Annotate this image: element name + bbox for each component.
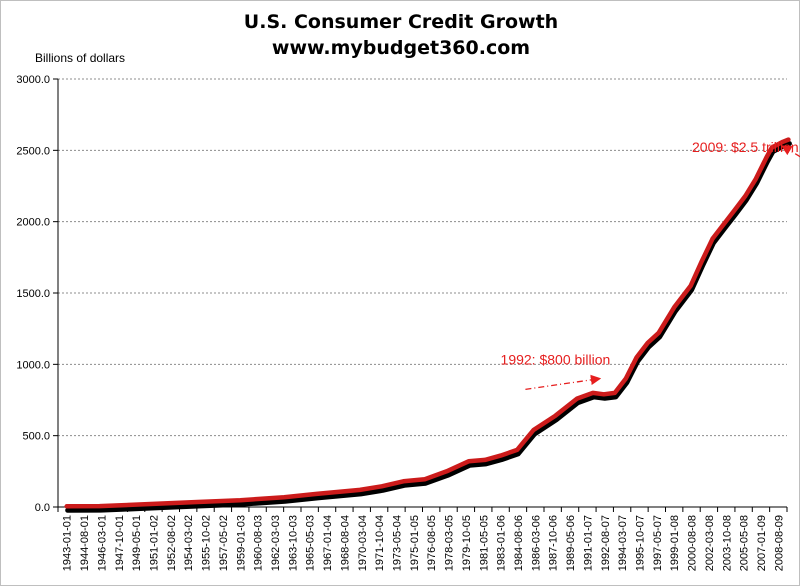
chart-subtitle: www.mybudget360.com xyxy=(271,37,531,59)
x-tick-label: 1984-08-06 xyxy=(513,515,525,571)
x-tick-label: 1992-08-07 xyxy=(600,515,612,571)
y-tick-label: 3000.0 xyxy=(16,74,50,86)
x-tick-label: 1968-08-04 xyxy=(339,515,351,571)
x-tick-label: 1979-10-05 xyxy=(461,515,473,571)
y-tick-label: 2000.0 xyxy=(16,217,50,229)
x-tick-label: 1994-03-07 xyxy=(617,515,629,571)
x-tick-label: 2003-10-08 xyxy=(721,515,733,571)
x-tick-label: 1947-10-01 xyxy=(114,515,126,571)
y-tick-label: 0.0 xyxy=(35,502,50,514)
x-tick-label: 1965-05-03 xyxy=(305,515,317,571)
x-tick-label: 1957-05-02 xyxy=(218,515,230,571)
x-tick-label: 1995-10-07 xyxy=(634,515,646,571)
x-tick-label: 1987-10-06 xyxy=(548,515,560,571)
y-tick-label: 2500.0 xyxy=(16,145,50,157)
x-tick-label: 1954-03-02 xyxy=(183,515,195,571)
x-tick-label: 1986-03-06 xyxy=(530,515,542,571)
x-tick-label: 1981-05-05 xyxy=(478,515,490,571)
annotation-label: 2009: $2.5 trillion xyxy=(692,139,799,155)
annotation-label: 1992: $800 billion xyxy=(501,351,611,367)
y-tick-label: 1500.0 xyxy=(16,288,50,300)
x-tick-label: 1952-08-02 xyxy=(166,515,178,571)
x-tick-label: 1973-05-04 xyxy=(391,515,403,571)
x-tick-label: 1967-01-04 xyxy=(322,515,334,571)
x-tick-label: 1970-03-04 xyxy=(357,515,369,571)
x-tick-label: 1963-10-03 xyxy=(287,515,299,571)
y-axis-label: Billions of dollars xyxy=(35,51,126,65)
x-tick-label: 1955-10-02 xyxy=(201,515,213,571)
x-tick-label: 1978-03-05 xyxy=(444,515,456,571)
x-tick-label: 1946-03-01 xyxy=(96,515,108,571)
x-tick-label: 1991-01-07 xyxy=(582,515,594,571)
x-tick-label: 2008-08-09 xyxy=(773,515,785,571)
x-tick-label: 1976-08-05 xyxy=(426,515,438,571)
x-tick-label: 1999-01-08 xyxy=(669,515,681,571)
x-tick-label: 1983-01-06 xyxy=(496,515,508,571)
x-tick-label: 1962-03-03 xyxy=(270,515,282,571)
y-tick-label: 1000.0 xyxy=(16,359,50,371)
x-tick-label: 2000-08-08 xyxy=(687,515,699,571)
x-tick-label: 1951-01-02 xyxy=(148,515,160,571)
x-tick-label: 2005-05-08 xyxy=(739,515,751,571)
x-tick-label: 1943-01-01 xyxy=(62,515,74,571)
x-tick-label: 1959-01-03 xyxy=(235,515,247,571)
annotation-arrow xyxy=(781,145,800,158)
chart-title: U.S. Consumer Credit Growth xyxy=(243,11,559,33)
x-tick-label: 1971-10-04 xyxy=(374,515,386,571)
annotation-arrow xyxy=(525,374,602,390)
y-tick-label: 500.0 xyxy=(22,431,50,443)
x-tick-label: 1989-05-06 xyxy=(565,515,577,571)
series-line xyxy=(64,137,791,509)
x-tick-label: 2007-01-09 xyxy=(756,515,768,571)
x-tick-label: 1944-08-01 xyxy=(79,515,91,571)
x-tick-label: 1960-08-03 xyxy=(253,515,265,571)
x-tick-label: 2002-03-08 xyxy=(704,515,716,571)
x-tick-label: 1997-05-07 xyxy=(652,515,664,571)
x-tick-label: 1975-01-05 xyxy=(409,515,421,571)
series-line-shadow xyxy=(65,141,792,513)
x-tick-label: 1949-05-01 xyxy=(131,515,143,571)
